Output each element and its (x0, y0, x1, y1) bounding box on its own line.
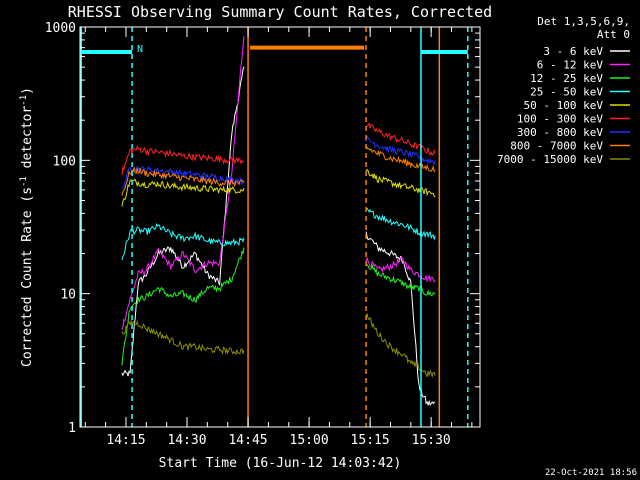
x-tick-label: 15:00 (290, 433, 329, 448)
legend-item-label: 300 - 800 keV (517, 126, 603, 139)
x-tick-label: 14:30 (167, 433, 206, 448)
y-axis-label-main: Corrected Count Rate (s (20, 187, 35, 367)
series-line (121, 145, 245, 176)
y-tick-label: 1 (68, 421, 76, 436)
y-axis-label-sup2: -1 (19, 95, 29, 106)
y-axis-label-mid: detector (20, 106, 35, 177)
legend-item-label: 800 - 7000 keV (510, 140, 603, 153)
x-tick-label: 14:45 (228, 433, 267, 448)
legend-item-label: 100 - 300 keV (517, 113, 603, 126)
x-axis-label: Start Time (16-Jun-12 14:03:42) (159, 456, 402, 471)
series-line (121, 319, 245, 356)
legend-item-label: 50 - 100 keV (524, 99, 604, 112)
y-tick-label: 1000 (45, 21, 76, 36)
y-axis-label: Corrected Count Rate (s-1 detector-1) (19, 87, 35, 367)
legend-item-label: 3 - 6 keV (543, 45, 603, 58)
series-line (365, 135, 436, 166)
legend-item-label: 6 - 12 keV (537, 59, 604, 72)
legend-item-label: 12 - 25 keV (530, 72, 603, 85)
series-line (365, 231, 436, 407)
x-axis: 14:15 14:30 14:45 15:00 15:15 15:30 (84, 27, 473, 448)
y-axis: 1 10 100 1000 (45, 21, 480, 436)
series-line (365, 313, 436, 379)
series-line (121, 165, 245, 196)
legend-item-label: 7000 - 15000 keV (497, 153, 603, 166)
y-axis-label-end: ) (20, 87, 35, 95)
plot-series (121, 36, 436, 407)
series-line (121, 222, 245, 261)
y-tick-label: 10 (60, 288, 76, 303)
series-line (365, 168, 436, 198)
series-line (121, 178, 245, 207)
y-tick-label: 100 (53, 154, 76, 169)
plot-frame (79, 26, 481, 428)
series-line (365, 256, 436, 283)
series-line (365, 263, 436, 297)
series-line (366, 207, 436, 241)
footer-date: 22-Oct-2021 18:56 (545, 468, 637, 478)
series-line (121, 164, 245, 189)
legend-header-line: Att 0 (597, 28, 630, 41)
legend-header-line: Det 1,3,5,6,9, (537, 15, 630, 28)
chart-title: RHESSI Observing Summary Count Rates, Co… (68, 3, 492, 21)
annotations (80, 27, 469, 427)
x-tick-label: 14:15 (106, 433, 145, 448)
series-line (365, 122, 436, 156)
x-tick-label: 15:30 (412, 433, 451, 448)
series-line (365, 145, 436, 173)
night-marker-label: N (137, 44, 143, 55)
y-axis-label-sup1: -1 (19, 176, 29, 187)
series-line (121, 247, 245, 366)
x-tick-label: 15:15 (351, 433, 390, 448)
legend-item-label: 25 - 50 keV (530, 86, 603, 99)
series-line (121, 36, 245, 330)
